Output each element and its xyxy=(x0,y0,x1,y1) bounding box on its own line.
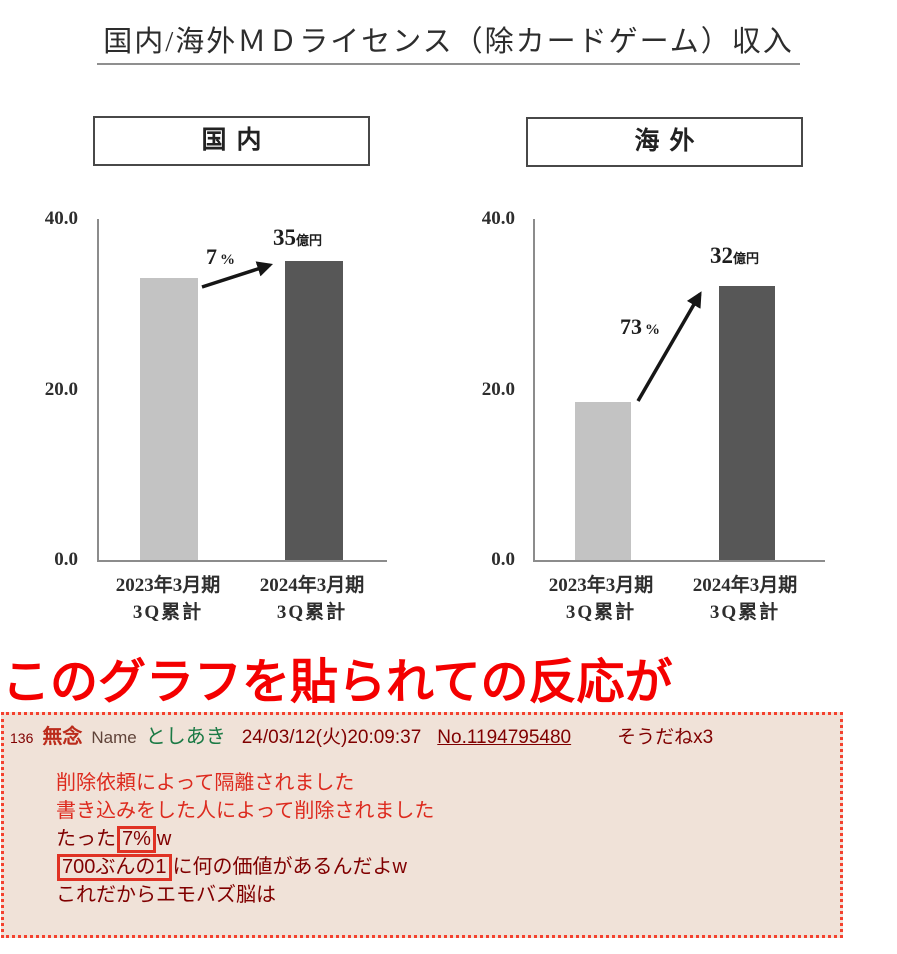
post-subject: 無念 xyxy=(42,726,83,748)
value-label-overseas: 32億円 xyxy=(710,243,759,269)
post-box: 136 無念 Name としあき 24/03/12(火)20:09:37 No.11947… xyxy=(1,712,843,938)
xlabel-overseas-2023-line1: 2023年3月期 xyxy=(548,575,654,596)
post-line-4-suffix: に何の価値があるんだよw xyxy=(172,856,407,878)
xlabel-domestic-2023: 2023年3月期 3Q累計 xyxy=(96,572,240,626)
growth-value-domestic: 7 xyxy=(206,244,217,269)
ytick-overseas-20: 20.0 xyxy=(481,379,515,400)
growth-unit-domestic: % xyxy=(220,252,235,268)
xlabel-overseas-2024: 2024年3月期 3Q累計 xyxy=(673,572,817,626)
post-name-label: Name xyxy=(91,728,137,747)
post-name: としあき xyxy=(145,726,226,748)
value-unit-overseas: 億円 xyxy=(733,251,760,266)
ytick-domestic-0: 0.0 xyxy=(54,549,78,570)
bar-overseas-2023 xyxy=(575,402,631,560)
ytick-overseas-0: 0.0 xyxy=(491,549,515,570)
bar-domestic-2024 xyxy=(285,261,343,560)
xlabel-domestic-2024: 2024年3月期 3Q累計 xyxy=(240,572,384,626)
post-line-5: これだからエモバズ脳は xyxy=(56,884,276,906)
domestic-panel-label: 国内 xyxy=(93,116,370,166)
post-line-3-prefix: たった xyxy=(56,828,116,850)
ytick-overseas-40: 40.0 xyxy=(481,208,515,229)
boxed-700-bunno-1: 700ぶんの1 xyxy=(57,854,172,881)
bar-overseas-2024 xyxy=(719,286,775,560)
post-line-4: 700ぶんの1 に何の価値があるんだよw xyxy=(56,853,840,881)
growth-label-domestic: 7% xyxy=(206,244,235,270)
domestic-panel-title: 国内 xyxy=(201,127,272,154)
post-soudane-counter[interactable]: そうだねx3 xyxy=(617,727,714,748)
boxed-7-percent: 7% xyxy=(117,826,156,853)
post-line-deleted-2: 書き込みをした人によって削除されました xyxy=(56,800,435,822)
post-id-link[interactable]: No.1194795480 xyxy=(437,727,572,748)
post-number: 136 xyxy=(10,730,34,746)
post-line-deleted-1: 削除依頼によって隔離されました xyxy=(56,772,355,794)
value-num-overseas: 32 xyxy=(710,243,733,268)
post-header: 136 無念 Name としあき 24/03/12(火)20:09:37 No.11947… xyxy=(10,720,840,749)
ytick-domestic-20: 20.0 xyxy=(44,379,78,400)
xlabel-overseas-2023-line2: 3Q累計 xyxy=(565,602,637,623)
post-line-3-suffix: w xyxy=(156,828,172,850)
post-body: 削除依頼によって隔離されました 書き込みをした人によって削除されました たった 7… xyxy=(56,769,840,909)
page-title: 国内/海外ＭＤライセンス（除カードゲーム）収入 xyxy=(0,18,897,65)
ytick-domestic-40: 40.0 xyxy=(44,208,78,229)
post-datetime: 24/03/12(火)20:09:37 xyxy=(241,727,422,748)
post-line-3: たった 7% w xyxy=(56,825,840,853)
growth-label-overseas: 73% xyxy=(620,314,660,340)
bar-domestic-2023 xyxy=(140,278,198,560)
xlabel-domestic-2023-line2: 3Q累計 xyxy=(132,602,204,623)
value-label-domestic: 35億円 xyxy=(273,225,322,251)
growth-value-overseas: 73 xyxy=(620,314,642,339)
overseas-panel-title: 海外 xyxy=(634,128,705,155)
xlabel-domestic-2024-line2: 3Q累計 xyxy=(276,602,348,623)
page-title-text: 国内/海外ＭＤライセンス（除カードゲーム）収入 xyxy=(97,18,800,65)
value-num-domestic: 35 xyxy=(273,225,296,250)
overseas-chart-plot xyxy=(533,219,825,562)
domestic-chart-plot xyxy=(97,219,387,562)
overseas-panel-label: 海外 xyxy=(526,117,803,167)
growth-unit-overseas: % xyxy=(645,322,660,338)
xlabel-overseas-2024-line2: 3Q累計 xyxy=(709,602,781,623)
headline-text: このグラフを貼られての反応が xyxy=(2,656,673,709)
value-unit-domestic: 億円 xyxy=(296,233,323,248)
xlabel-overseas-2024-line1: 2024年3月期 xyxy=(692,575,798,596)
xlabel-domestic-2024-line1: 2024年3月期 xyxy=(259,575,365,596)
xlabel-overseas-2023: 2023年3月期 3Q累計 xyxy=(529,572,673,626)
xlabel-domestic-2023-line1: 2023年3月期 xyxy=(115,575,221,596)
